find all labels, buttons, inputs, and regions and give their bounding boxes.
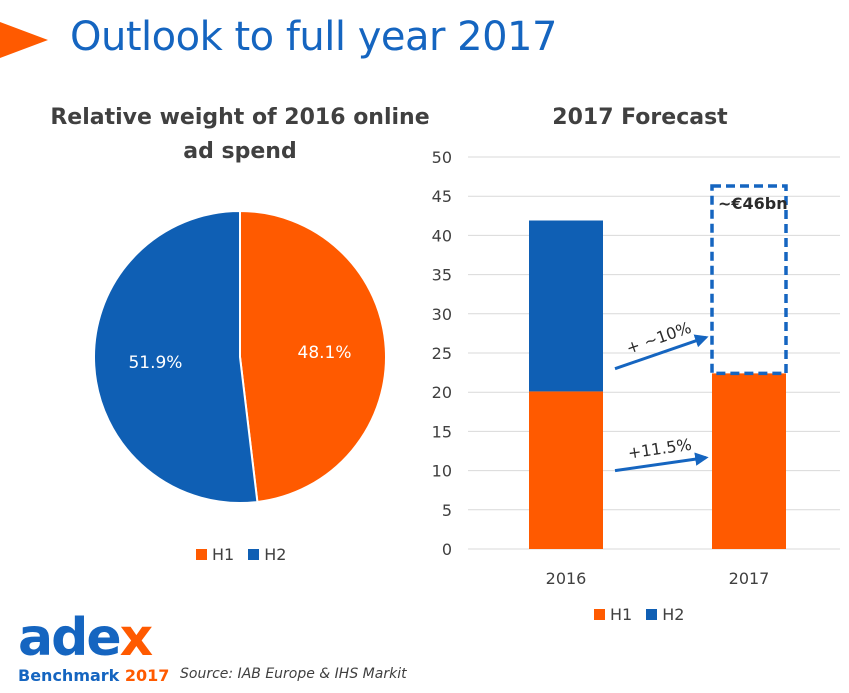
bar-legend-item-h2: H2 <box>646 605 684 624</box>
y-tick-label-40: 40 <box>432 226 452 245</box>
y-tick-label-25: 25 <box>432 344 452 363</box>
page-title: Outlook to full year 2017 <box>70 14 557 60</box>
logo-sub-year: 2017 <box>124 666 170 685</box>
logo-word-x: x <box>119 608 154 668</box>
bar-chart-title: 2017 Forecast <box>552 105 728 130</box>
bar-legend: H1 H2 <box>594 605 698 624</box>
logo-subtitle: Benchmark 2017 <box>18 666 169 685</box>
legend-label-h1: H1 <box>610 605 633 624</box>
logo-sub-main: Benchmark <box>18 666 125 685</box>
pie-label-h2: 51.9% <box>128 353 182 373</box>
pie-title-line-2: ad spend <box>183 139 297 164</box>
pie-legend-item-h1: H1 <box>196 545 234 564</box>
growth-label-2: + ~10% <box>624 318 694 358</box>
y-tick-label-50: 50 <box>432 148 452 167</box>
bar-2016-h1 <box>529 391 603 549</box>
growth-arrow-2 <box>614 334 709 371</box>
growth-arrow-1 <box>614 452 709 473</box>
y-tick-label-10: 10 <box>432 462 452 481</box>
adex-logo: adex Benchmark 2017 <box>18 608 169 691</box>
y-tick-label-15: 15 <box>432 422 452 441</box>
legend-swatch-h2 <box>646 609 658 620</box>
logo-word-main: ade <box>18 608 122 668</box>
growth-label-1: +11.5% <box>627 435 693 463</box>
y-tick-label-5: 5 <box>442 501 452 520</box>
x-tick-label-2017: 2017 <box>729 569 770 588</box>
logo-wordmark: adex <box>18 608 154 668</box>
pie-slice-h1 <box>239 209 387 504</box>
source-note: Source: IAB Europe & IHS Markit <box>180 666 407 682</box>
y-tick-label-20: 20 <box>432 383 452 402</box>
bar-legend-item-h1: H1 <box>594 605 632 624</box>
pie-legend-item-h2: H2 <box>248 545 286 564</box>
legend-swatch-h2 <box>248 549 260 560</box>
legend-swatch-h1 <box>594 609 605 620</box>
pie-slice-h2 <box>93 209 259 504</box>
pie-chart-title: Relative weight of 2016 online ad spend <box>50 101 430 169</box>
legend-label-h2: H2 <box>662 605 685 624</box>
legend-label-h1: H1 <box>212 545 235 564</box>
title-arrow-icon <box>0 22 48 58</box>
forecast-total-label: ~€46bn <box>718 194 788 213</box>
legend-swatch-h1 <box>196 549 207 560</box>
y-tick-label-30: 30 <box>432 305 452 324</box>
pie-legend: H1 H2 <box>196 545 300 564</box>
forecast-total-outline <box>710 184 788 376</box>
bar-2016-h2 <box>529 220 603 392</box>
y-tick-label-35: 35 <box>432 266 452 285</box>
pie-label-h1: 48.1% <box>298 343 352 363</box>
y-tick-label-0: 0 <box>442 540 452 559</box>
x-tick-label-2016: 2016 <box>546 569 587 588</box>
legend-label-h2: H2 <box>264 545 287 564</box>
y-tick-label-45: 45 <box>432 187 452 206</box>
pie-title-line-1: Relative weight of 2016 online <box>50 105 430 130</box>
bar-2017-h1 <box>712 373 786 549</box>
